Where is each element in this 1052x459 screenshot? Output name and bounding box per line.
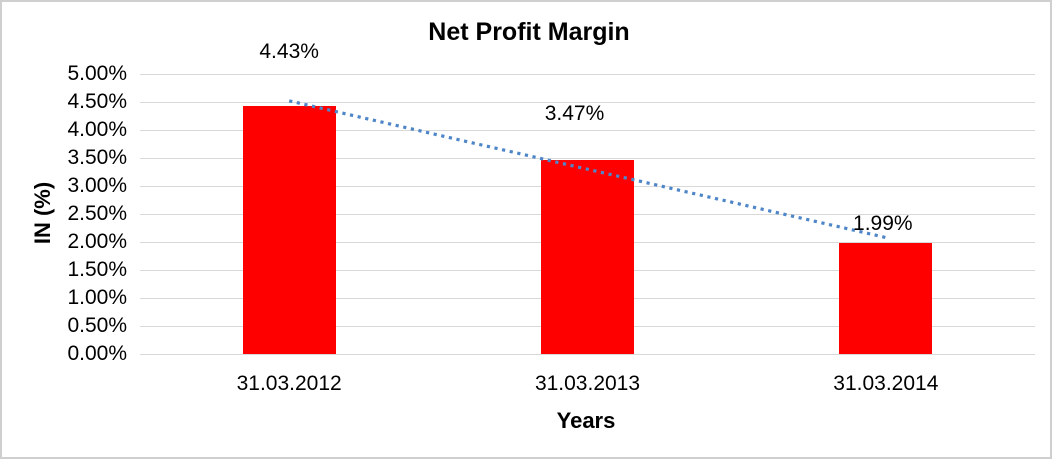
y-tick-label: 3.00%	[67, 174, 127, 197]
gridline	[140, 354, 1035, 355]
chart-title: Net Profit Margin	[428, 18, 630, 46]
y-tick-label: 0.00%	[67, 342, 127, 365]
y-tick-label: 1.00%	[67, 286, 127, 309]
x-axis-title: Years	[556, 408, 616, 433]
y-tick-label: 5.00%	[67, 62, 127, 85]
bar	[839, 242, 933, 354]
bar	[242, 105, 336, 354]
bar	[541, 159, 634, 354]
gridline	[140, 74, 1035, 75]
x-category-label: 31.03.2014	[833, 372, 939, 395]
y-tick-label: 2.00%	[67, 230, 127, 253]
y-tick-label: 4.00%	[67, 118, 127, 141]
bar-value-label: 4.43%	[259, 39, 319, 63]
bar-value-label: 3.47%	[544, 101, 605, 125]
x-category-label: 31.03.2012	[236, 372, 342, 395]
bar-value-label: 1.99%	[853, 211, 913, 235]
x-category-label: 31.03.2013	[534, 372, 641, 395]
y-tick-label: 0.50%	[67, 314, 127, 337]
y-tick-label: 3.50%	[67, 146, 127, 169]
y-tick-label: 4.50%	[67, 90, 127, 113]
y-tick-label: 2.50%	[67, 202, 127, 225]
y-tick-label: 1.50%	[67, 258, 127, 281]
